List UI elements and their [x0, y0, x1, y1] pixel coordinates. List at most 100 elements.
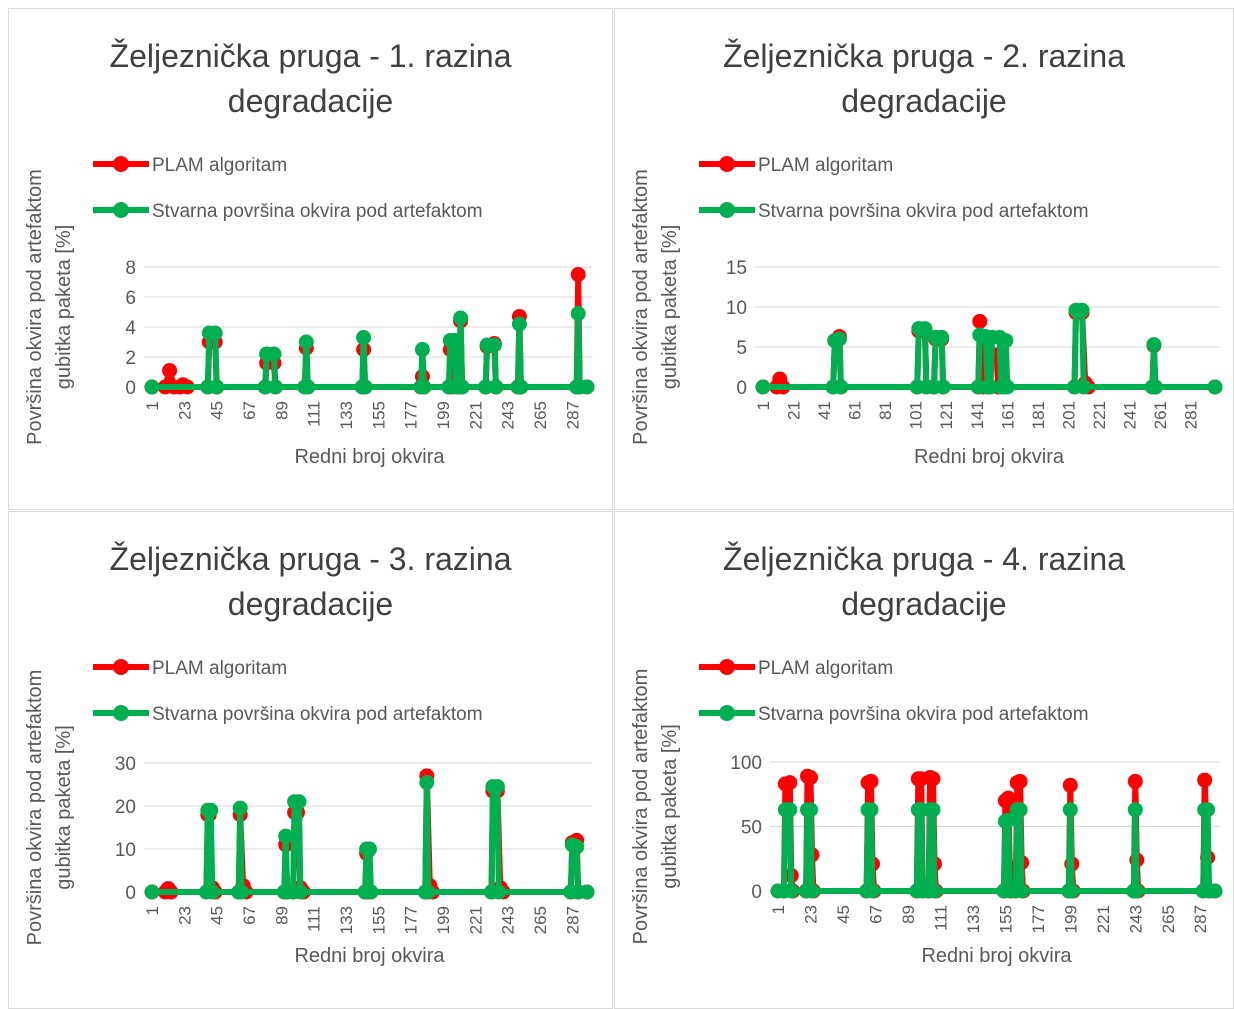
data-point — [579, 884, 595, 900]
x-tick-label: 221 — [466, 906, 485, 934]
y-axis-label-line: gubitka paketa [%] — [659, 724, 681, 889]
x-tick-label: 21 — [785, 401, 804, 420]
x-tick-label: 67 — [240, 906, 259, 925]
x-tick-label: 45 — [208, 906, 227, 925]
data-point — [162, 363, 178, 378]
x-tick-label: 265 — [1159, 905, 1178, 933]
data-point — [419, 774, 435, 790]
data-point — [488, 379, 504, 395]
x-axis-label: Redni broj okvira — [294, 446, 445, 468]
x-tick-label: 1 — [769, 905, 788, 914]
legend-label: Stvarna površina okvira pod artefaktom — [152, 201, 483, 222]
legend-marker — [719, 202, 735, 218]
legend-label: Stvarna površina okvira pod artefaktom — [758, 704, 1089, 725]
data-point — [1207, 883, 1223, 899]
data-point — [1197, 772, 1213, 788]
data-point — [478, 379, 494, 395]
data-point — [782, 775, 798, 791]
data-point — [1012, 773, 1028, 789]
x-tick-label: 111 — [305, 906, 324, 932]
legend-entry: Stvarna površina okvira pod artefaktom — [93, 704, 483, 725]
data-point — [934, 329, 950, 345]
chart-svg: Željeznička pruga - 4. razina degradacije… — [630, 541, 1223, 967]
x-tick-label: 243 — [499, 401, 518, 429]
data-point — [863, 802, 879, 818]
data-point — [1014, 883, 1030, 899]
chart-panel-2: Željeznička pruga - 2. razina degradacije… — [614, 8, 1234, 510]
chart-panel-1: Željeznička pruga - 1. razina degradacije… — [8, 8, 613, 510]
y-tick-label: 0 — [125, 883, 136, 904]
legend-entry: Stvarna površina okvira pod artefaktom — [699, 201, 1089, 222]
data-point — [1127, 802, 1143, 818]
legend-entry: PLAM algoritam — [699, 155, 893, 176]
chart-panel-4: Željeznička pruga - 4. razina degradacije… — [614, 511, 1234, 1009]
y-tick-label: 0 — [125, 378, 136, 399]
data-point — [356, 330, 372, 345]
x-tick-label: 61 — [846, 401, 865, 420]
data-point — [1000, 790, 1016, 806]
legend-marker — [113, 156, 129, 172]
y-tick-label: 0 — [751, 882, 762, 903]
data-point — [570, 306, 586, 321]
data-point — [1062, 777, 1078, 793]
y-tick-label: 30 — [115, 754, 136, 775]
data-point — [570, 267, 586, 282]
data-point — [447, 333, 463, 348]
data-point — [203, 802, 219, 818]
y-tick-label: 15 — [726, 258, 747, 279]
x-tick-label: 199 — [434, 401, 453, 429]
x-tick-label: 45 — [834, 905, 853, 924]
x-tick-label: 23 — [801, 905, 820, 924]
data-point — [755, 379, 771, 395]
data-point — [935, 379, 951, 395]
legend-entry: Stvarna površina okvira pod artefaktom — [93, 201, 483, 222]
x-tick-label: 111 — [931, 905, 950, 931]
x-tick-label: 161 — [998, 401, 1017, 429]
x-tick-label: 221 — [466, 401, 485, 429]
data-point — [803, 770, 818, 785]
x-tick-label: 67 — [240, 401, 259, 420]
legend-entry: PLAM algoritam — [699, 658, 893, 679]
y-tick-label: 100 — [730, 753, 762, 774]
x-tick-label: 101 — [907, 401, 926, 429]
data-point — [491, 884, 507, 900]
x-tick-label: 155 — [369, 401, 388, 429]
data-point — [489, 779, 505, 795]
x-tick-label: 133 — [964, 905, 983, 933]
x-axis-label: Redni broj okvira — [294, 945, 445, 967]
x-tick-label: 241 — [1120, 401, 1139, 429]
chart-svg: Željeznička pruga - 3. razina degradacije… — [24, 541, 595, 967]
x-tick-label: 281 — [1182, 401, 1201, 429]
data-point — [363, 884, 379, 900]
y-tick-label: 10 — [726, 298, 747, 319]
data-point — [925, 771, 941, 787]
data-point — [782, 802, 798, 818]
data-point — [1200, 802, 1216, 818]
x-tick-label: 1 — [143, 401, 162, 410]
x-tick-label: 181 — [1029, 401, 1048, 429]
data-point — [416, 379, 432, 395]
legend-marker — [113, 202, 129, 218]
chart-title-line: degradacije — [841, 83, 1006, 119]
chart-title-line: degradacije — [228, 586, 393, 622]
x-tick-label: 89 — [272, 401, 291, 420]
x-tick-label: 265 — [531, 401, 550, 429]
y-axis-label-line: Površina okvira pod artefaktom — [630, 169, 652, 445]
legend-label: PLAM algoritam — [758, 658, 893, 679]
x-tick-label: 41 — [815, 401, 834, 420]
data-point — [278, 828, 294, 844]
data-point — [234, 884, 250, 900]
legend-label: PLAM algoritam — [758, 155, 893, 176]
data-point — [1000, 812, 1016, 828]
x-tick-label: 201 — [1059, 401, 1078, 429]
legend-marker — [719, 659, 735, 675]
series-line — [775, 806, 1218, 894]
legend-label: PLAM algoritam — [152, 155, 287, 176]
data-point — [865, 883, 880, 899]
series-line — [149, 779, 590, 895]
data-point — [513, 379, 529, 395]
data-point — [1076, 379, 1092, 395]
chart-title-line: Željeznička pruga - 3. razina — [110, 541, 512, 577]
data-point — [362, 841, 377, 857]
